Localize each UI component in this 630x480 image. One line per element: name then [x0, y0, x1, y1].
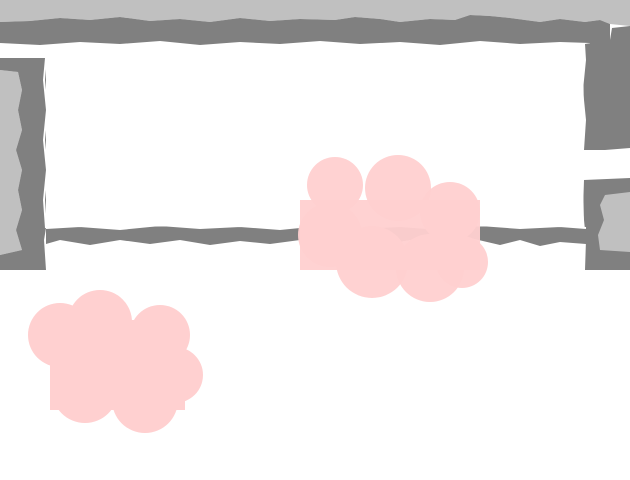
right-doorway — [584, 152, 630, 176]
left-wall-inner — [0, 58, 46, 270]
top-wall-inner — [0, 15, 610, 150]
right-wall-upper — [583, 26, 630, 150]
pink-cloud-large — [298, 155, 488, 302]
top-wall-edge — [0, 40, 591, 48]
top-wall-outer — [0, 0, 630, 26]
left-wall-outer — [0, 70, 22, 255]
left-wall-edge — [42, 57, 49, 229]
pink-cloud-small — [28, 290, 203, 433]
room-floor — [48, 46, 584, 227]
right-wall-lower-outer — [598, 192, 630, 252]
